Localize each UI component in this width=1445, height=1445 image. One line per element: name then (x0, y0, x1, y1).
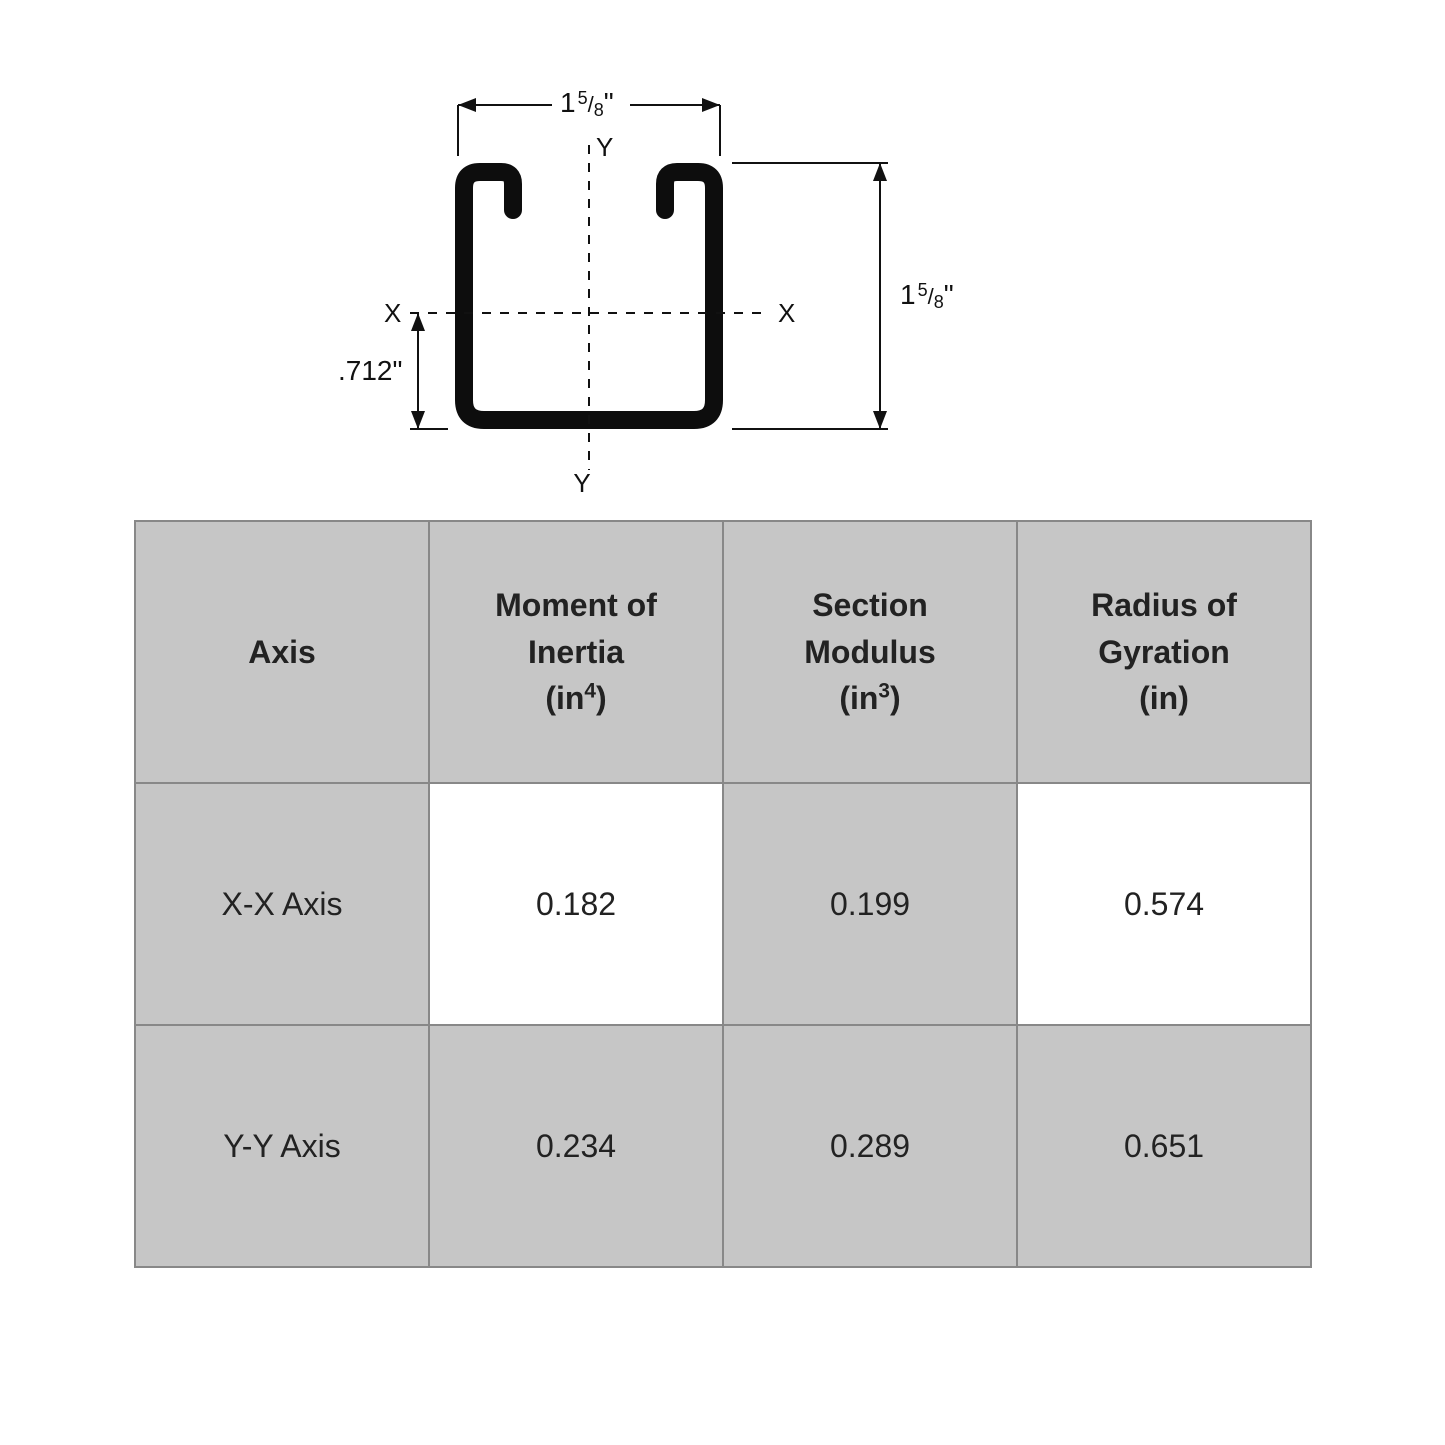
cell-axis: X-X Axis (135, 783, 429, 1025)
sec-unit-pre: (in (839, 680, 878, 716)
col-sec-header: Section Modulus (in3) (723, 521, 1017, 783)
section-properties-table: Axis Moment of Inertia (in4) Section Mod… (134, 520, 1312, 1268)
cell-axis: Y-Y Axis (135, 1025, 429, 1267)
centroid-dimension: .712" (338, 313, 448, 429)
width-den: 8 (594, 100, 604, 120)
sec-header-l1: Section (812, 587, 928, 623)
table-header-row: Axis Moment of Inertia (in4) Section Mod… (135, 521, 1311, 783)
width-num: 5 (578, 88, 588, 108)
moi-header-l1: Moment of (495, 587, 657, 623)
col-axis-header: Axis (135, 521, 429, 783)
width-dimension: 15/8" (458, 82, 720, 156)
rog-header-l1: Radius of (1091, 587, 1237, 623)
height-den: 8 (934, 292, 944, 312)
width-dimension-label: 15/8" (552, 82, 630, 122)
height-dimension-label: 15/8" (900, 279, 954, 312)
height-num: 5 (918, 280, 928, 300)
table-row: Y-Y Axis 0.234 0.289 0.651 (135, 1025, 1311, 1267)
moi-unit-sup: 4 (584, 680, 596, 703)
axis-y-bottom-label: Y (573, 468, 590, 498)
moi-header-l2: Inertia (528, 634, 624, 670)
cell-moi: 0.182 (429, 783, 723, 1025)
col-rog-header: Radius of Gyration (in) (1017, 521, 1311, 783)
diagram-svg: X X Y Y 15/8" (340, 60, 1110, 490)
sec-unit-sup: 3 (878, 680, 890, 703)
cell-rog: 0.574 (1017, 783, 1311, 1025)
cell-rog: 0.651 (1017, 1025, 1311, 1267)
rog-header-l2: Gyration (1098, 634, 1230, 670)
height-unit: " (944, 279, 954, 310)
sec-header-l2: Modulus (804, 634, 936, 670)
page: X X Y Y 15/8" (0, 0, 1445, 1445)
width-unit: " (604, 87, 614, 118)
sec-unit-post: ) (890, 680, 901, 716)
axis-x-right-label: X (778, 298, 795, 328)
cell-sec: 0.289 (723, 1025, 1017, 1267)
col-axis-header-label: Axis (136, 629, 428, 675)
svg-text:15/8": 15/8" (900, 279, 954, 312)
axis-y-top-label: Y (596, 132, 613, 162)
cell-sec: 0.199 (723, 783, 1017, 1025)
axis-x-left-label: X (384, 298, 401, 328)
height-int: 1 (900, 279, 916, 310)
table-body: X-X Axis 0.182 0.199 0.574 Y-Y Axis 0.23… (135, 783, 1311, 1267)
cross-section-diagram: X X Y Y 15/8" (340, 60, 1110, 490)
centroid-dimension-label: .712" (338, 355, 402, 386)
col-moi-header: Moment of Inertia (in4) (429, 521, 723, 783)
cell-moi: 0.234 (429, 1025, 723, 1267)
rog-unit: (in) (1139, 680, 1189, 716)
height-dimension: 15/8" (732, 163, 954, 429)
moi-unit-post: ) (596, 680, 607, 716)
width-int: 1 (560, 87, 576, 118)
svg-text:15/8": 15/8" (560, 87, 614, 120)
moi-unit-pre: (in (545, 680, 584, 716)
table-row: X-X Axis 0.182 0.199 0.574 (135, 783, 1311, 1025)
